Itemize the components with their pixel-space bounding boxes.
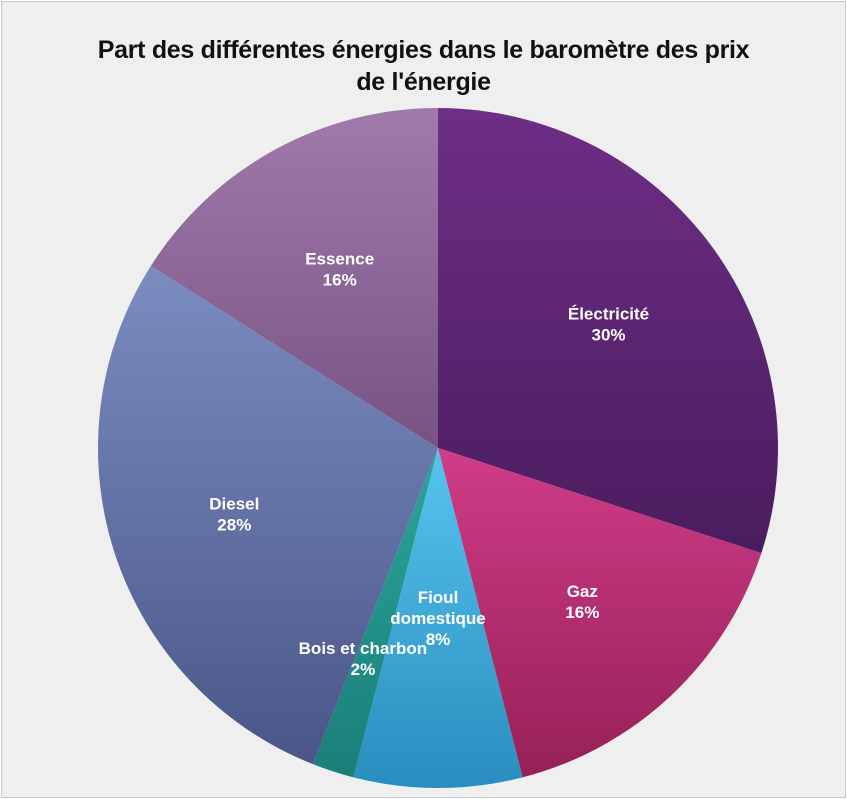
slice-category: Essence (305, 250, 374, 269)
slice-percent: 16% (565, 603, 599, 622)
slice-percent: 8% (426, 630, 451, 649)
slice-label: Diesel 28% (209, 495, 259, 535)
pie-slices (98, 107, 779, 789)
slice-category: Diesel (209, 495, 259, 514)
slice-category: Électricité (568, 305, 649, 324)
pie-slice (438, 108, 779, 554)
slice-label: Bois et charbon 2% (299, 639, 427, 679)
slice-label: Gaz 16% (565, 582, 599, 622)
pie-slice (353, 448, 523, 789)
slice-category: domestique (390, 609, 485, 628)
chart-title: Part des différentes énergies dans le ba… (0, 34, 847, 98)
pie-labels: Électricité 30% Gaz 16% Fioul domestique 8%Boi… (209, 250, 649, 679)
pie-slice (312, 448, 438, 778)
slice-percent: 2% (351, 660, 376, 679)
chart-title-line-2: de l'énergie (356, 68, 491, 96)
slice-label: Fioul domestique 8% (390, 588, 485, 649)
slice-label: Essence 16% (305, 250, 374, 290)
slice-percent: 30% (591, 326, 625, 345)
pie-slice (438, 448, 762, 778)
slice-label: Électricité 30% (568, 305, 649, 345)
slice-percent: 16% (323, 271, 357, 290)
slice-category: Fioul (418, 588, 459, 607)
chart-title-line-1: Part des différentes énergies dans le ba… (97, 36, 750, 64)
pie-slice (98, 265, 439, 765)
pie-slice (150, 107, 438, 448)
slice-percent: 28% (217, 516, 251, 535)
slice-category: Gaz (567, 582, 598, 601)
slice-category: Bois et charbon (299, 639, 427, 658)
